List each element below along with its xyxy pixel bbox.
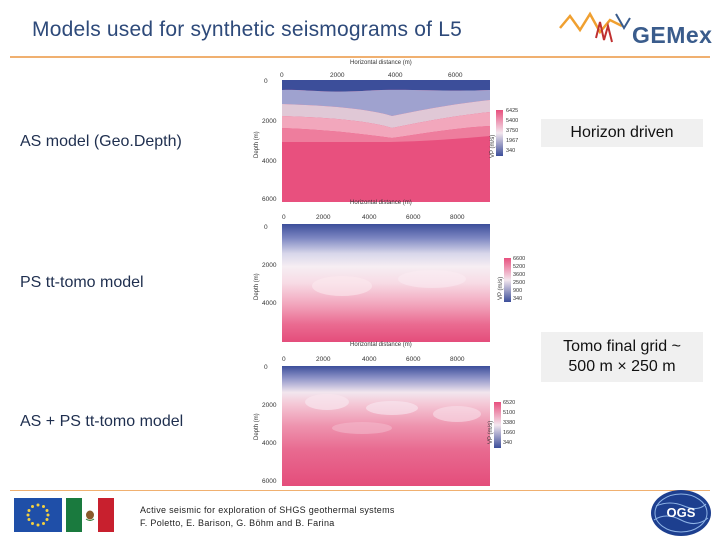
as-ps-tomo-velocity-image [282, 366, 490, 486]
model-label-as-ps: AS + PS tt-tomo model [20, 413, 184, 430]
panel1-colorbar [496, 110, 503, 156]
gemex-logo-icon [559, 11, 631, 43]
panel3-cbar-tick: 3380 [503, 420, 516, 426]
mexico-flag-icon [66, 498, 114, 532]
panel2-cbar-tick: 3600 [513, 272, 526, 278]
horizon-driven-label: Horizon driven [541, 119, 703, 147]
panel3-xtick: 8000 [450, 356, 465, 363]
panel1-cbar-tick: 5400 [506, 118, 519, 124]
gemex-logo-text: GEMex [632, 22, 713, 48]
footer-authors-text: F. Poletto, E. Barison, G. Böhm and B. F… [140, 518, 335, 528]
panel2-cbar-tick: 340 [513, 296, 523, 302]
panel2-xlabel: Horizontal distance (m) [350, 200, 412, 206]
panel2-colorbar [504, 258, 511, 302]
panel3-ytick: 6000 [262, 478, 277, 485]
panel1-xtick: 2000 [330, 72, 345, 79]
panel2-cbar-tick: 6600 [513, 256, 526, 262]
panel1-ytick: 0 [264, 78, 268, 85]
slide-title: Models used for synthetic seismograms of… [32, 18, 462, 41]
panel3-colorbar [494, 402, 501, 448]
panel1-cbar-tick: 1967 [506, 138, 519, 144]
panel1-ytick: 4000 [262, 158, 277, 165]
panel3-cbar-tick: 1660 [503, 430, 516, 436]
panel3-cbar-tick: 5100 [503, 410, 516, 416]
tomo-grid-line1: Tomo final grid ~ [563, 338, 681, 355]
panel2-ytick: 2000 [262, 262, 277, 269]
panel3-ytick: 0 [264, 364, 268, 371]
tomo-grid-label: Tomo final grid ~ 500 m × 250 m [541, 332, 703, 382]
panel1-xtick: 4000 [388, 72, 403, 79]
panel1-xlabel: Horizontal distance (m) [350, 60, 412, 66]
panel2-cbar-tick: 2500 [513, 280, 526, 286]
panel2-xtick: 0 [282, 214, 286, 221]
panel1-xtick: 6000 [448, 72, 463, 79]
panel3-xtick: 0 [282, 356, 286, 363]
as-model-panel: Horizontal distance (m) 0 2000 4000 6000… [250, 58, 520, 208]
ps-tomo-velocity-image [282, 224, 490, 342]
panel3-xtick: 6000 [406, 356, 421, 363]
panel1-ylabel: Depth (m) [254, 131, 260, 158]
panel3-ylabel: Depth (m) [254, 413, 260, 440]
panel2-xtick: 2000 [316, 214, 331, 221]
footer-divider [10, 490, 710, 491]
eu-flag-icon [14, 498, 62, 532]
panel2-cbar-tick: 5200 [513, 264, 526, 270]
panel2-cbar-tick: 900 [513, 288, 523, 294]
panel3-cbar-label: VP (m/s) [488, 420, 494, 444]
as-model-velocity-image [282, 80, 490, 202]
ps-tomo-panel: Horizontal distance (m) 0 2000 4000 6000… [250, 200, 525, 345]
panel1-ytick: 6000 [262, 196, 277, 203]
panel1-ytick: 2000 [262, 118, 277, 125]
ogs-logo-text: OGS [667, 505, 696, 520]
panel3-ytick: 4000 [262, 440, 277, 447]
panel1-cbar-tick: 3750 [506, 128, 519, 134]
panel2-ytick: 4000 [262, 300, 277, 307]
panel2-ytick: 0 [264, 224, 268, 231]
as-ps-tomo-panel: Horizontal distance (m) 0 2000 4000 6000… [250, 340, 520, 490]
ogs-logo-icon: OGS [651, 490, 711, 536]
panel3-ytick: 2000 [262, 402, 277, 409]
title-divider [10, 56, 710, 58]
panel2-ylabel: Depth (m) [254, 273, 260, 300]
panel2-xtick: 4000 [362, 214, 377, 221]
panel3-cbar-tick: 6520 [503, 400, 516, 406]
model-label-ps: PS tt-tomo model [20, 274, 144, 291]
tomo-grid-line2: 500 m × 250 m [568, 358, 676, 375]
panel3-cbar-tick: 340 [503, 440, 513, 446]
panel2-xtick: 6000 [406, 214, 421, 221]
panel2-xtick: 8000 [450, 214, 465, 221]
panel1-cbar-tick: 6425 [506, 108, 519, 114]
panel3-xtick: 2000 [316, 356, 331, 363]
panel1-cbar-label: VP (m/s) [490, 134, 496, 158]
panel3-xlabel: Horizontal distance (m) [350, 342, 412, 348]
model-label-as: AS model (Geo.Depth) [20, 133, 182, 150]
panel1-cbar-tick: 340 [506, 148, 516, 154]
panel3-xtick: 4000 [362, 356, 377, 363]
panel2-cbar-label: VP (m/s) [498, 276, 504, 300]
footer-project-text: Active seismic for exploration of SHGS g… [140, 505, 395, 515]
panel1-xtick: 0 [280, 72, 284, 79]
